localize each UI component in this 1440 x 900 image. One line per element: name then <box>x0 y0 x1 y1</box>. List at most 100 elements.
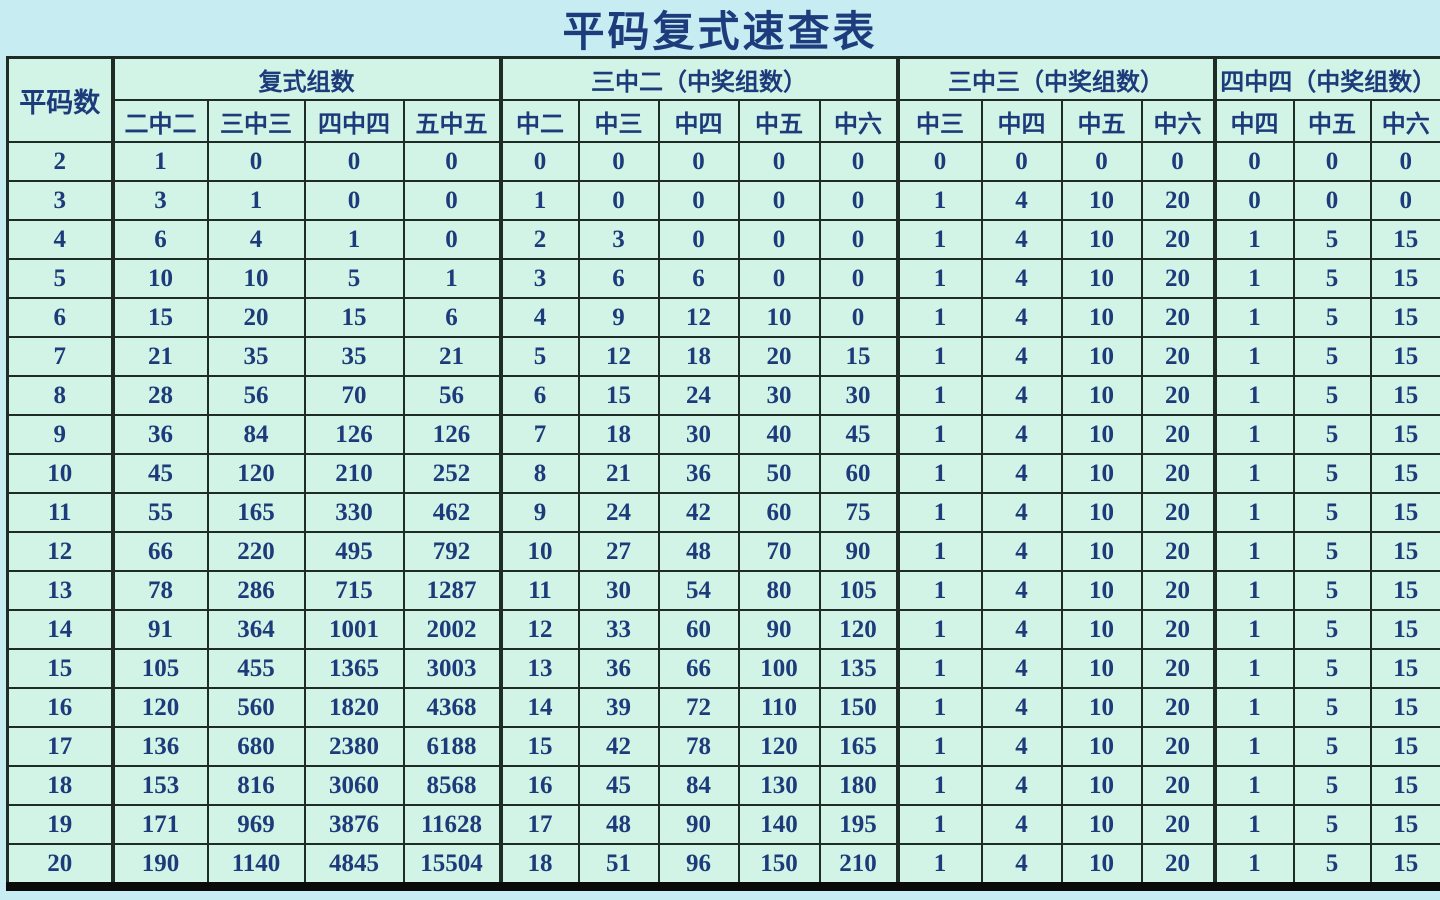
value-cell: 0 <box>657 141 740 182</box>
value-cell: 15 <box>498 726 580 767</box>
value-cell: 60 <box>818 453 899 494</box>
value-cell: 10 <box>206 258 306 299</box>
value-cell: 35 <box>206 336 306 377</box>
value-cell: 1 <box>895 492 983 533</box>
value-cell: 792 <box>402 531 502 572</box>
value-cell: 0 <box>1212 141 1295 182</box>
value-cell: 54 <box>657 570 740 611</box>
value-cell: 60 <box>737 492 821 533</box>
value-cell: 3 <box>577 219 660 260</box>
value-cell: 10 <box>1060 258 1143 299</box>
value-cell: 680 <box>206 726 306 767</box>
value-cell: 1 <box>206 180 306 221</box>
value-cell: 20 <box>1140 297 1216 338</box>
column-header: 四中四 <box>303 99 405 143</box>
value-cell: 45 <box>110 453 209 494</box>
value-cell: 20 <box>1140 336 1216 377</box>
value-cell: 3 <box>110 180 209 221</box>
value-cell: 5 <box>1292 219 1372 260</box>
value-cell: 1287 <box>402 570 502 611</box>
value-cell: 0 <box>1212 180 1295 221</box>
value-cell: 1 <box>895 570 983 611</box>
value-cell: 1 <box>895 297 983 338</box>
value-cell: 4 <box>980 843 1063 888</box>
value-cell: 0 <box>402 180 502 221</box>
value-cell: 1 <box>895 804 983 845</box>
table-row: 3 3 1 0 0 1 0 0 0 0 1 4 10 20 0 0 0 <box>6 180 1440 221</box>
value-cell: 75 <box>818 492 899 533</box>
value-cell: 20 <box>1140 570 1216 611</box>
value-cell: 12 <box>577 336 660 377</box>
value-cell: 45 <box>818 414 899 455</box>
value-cell: 9 <box>577 297 660 338</box>
value-cell: 51 <box>577 843 660 888</box>
value-cell: 4 <box>980 531 1063 572</box>
value-cell: 5 <box>1292 492 1372 533</box>
group-header-3-hit-3: 三中三（中奖组数） <box>895 56 1216 101</box>
value-cell: 0 <box>895 141 983 182</box>
value-cell: 150 <box>737 843 821 888</box>
value-cell: 0 <box>1369 141 1440 182</box>
value-cell: 66 <box>110 531 209 572</box>
value-cell: 220 <box>206 531 306 572</box>
value-cell: 0 <box>818 258 899 299</box>
value-cell: 0 <box>818 141 899 182</box>
row-header-cell: 4 <box>6 219 114 260</box>
value-cell: 5 <box>1292 414 1372 455</box>
value-cell: 462 <box>402 492 502 533</box>
value-cell: 10 <box>1060 843 1143 888</box>
row-header-cell: 9 <box>6 414 114 455</box>
value-cell: 1 <box>895 180 983 221</box>
value-cell: 0 <box>818 219 899 260</box>
value-cell: 18 <box>657 336 740 377</box>
row-header-cell: 13 <box>6 570 114 611</box>
value-cell: 15 <box>1369 609 1440 650</box>
value-cell: 30 <box>737 375 821 416</box>
value-cell: 15 <box>1369 414 1440 455</box>
value-cell: 4 <box>498 297 580 338</box>
group-header-duplex-combos: 复式组数 <box>110 56 502 101</box>
value-cell: 136 <box>110 726 209 767</box>
value-cell: 36 <box>657 453 740 494</box>
value-cell: 42 <box>577 726 660 767</box>
value-cell: 4 <box>980 180 1063 221</box>
value-cell: 1 <box>1212 219 1295 260</box>
value-cell: 4 <box>980 726 1063 767</box>
row-header-cell: 20 <box>6 843 114 888</box>
value-cell: 10 <box>1060 609 1143 650</box>
table-row: 7 21 35 35 21 5 12 18 20 15 1 4 10 20 1 5 15 <box>6 336 1440 377</box>
value-cell: 330 <box>303 492 405 533</box>
value-cell: 1 <box>895 726 983 767</box>
value-cell: 15 <box>1369 765 1440 806</box>
value-cell: 11628 <box>402 804 502 845</box>
value-cell: 1820 <box>303 687 405 728</box>
value-cell: 4 <box>206 219 306 260</box>
value-cell: 15 <box>1369 843 1440 888</box>
column-header: 中六 <box>818 99 899 143</box>
value-cell: 4 <box>980 570 1063 611</box>
table-row: 18 153 816 3060 8568 16 45 84 130 180 1 4 10 20 1 5 15 <box>6 765 1440 806</box>
value-cell: 48 <box>657 531 740 572</box>
value-cell: 5 <box>303 258 405 299</box>
value-cell: 1 <box>895 375 983 416</box>
column-header: 中三 <box>895 99 983 143</box>
value-cell: 15 <box>1369 492 1440 533</box>
row-header-cell: 11 <box>6 492 114 533</box>
value-cell: 8568 <box>402 765 502 806</box>
table-row: 13 78 286 715 1287 11 30 54 80 105 1 4 10 20 1 5 15 <box>6 570 1440 611</box>
value-cell: 0 <box>1292 180 1372 221</box>
value-cell: 0 <box>737 219 821 260</box>
value-cell: 78 <box>110 570 209 611</box>
value-cell: 195 <box>818 804 899 845</box>
value-cell: 91 <box>110 609 209 650</box>
value-cell: 150 <box>818 687 899 728</box>
value-cell: 0 <box>303 180 405 221</box>
value-cell: 20 <box>1140 843 1216 888</box>
value-cell: 15 <box>818 336 899 377</box>
value-cell: 70 <box>303 375 405 416</box>
value-cell: 4 <box>980 336 1063 377</box>
value-cell: 1 <box>1212 531 1295 572</box>
value-cell: 18 <box>577 414 660 455</box>
value-cell: 2002 <box>402 609 502 650</box>
column-header: 二中二 <box>110 99 209 143</box>
